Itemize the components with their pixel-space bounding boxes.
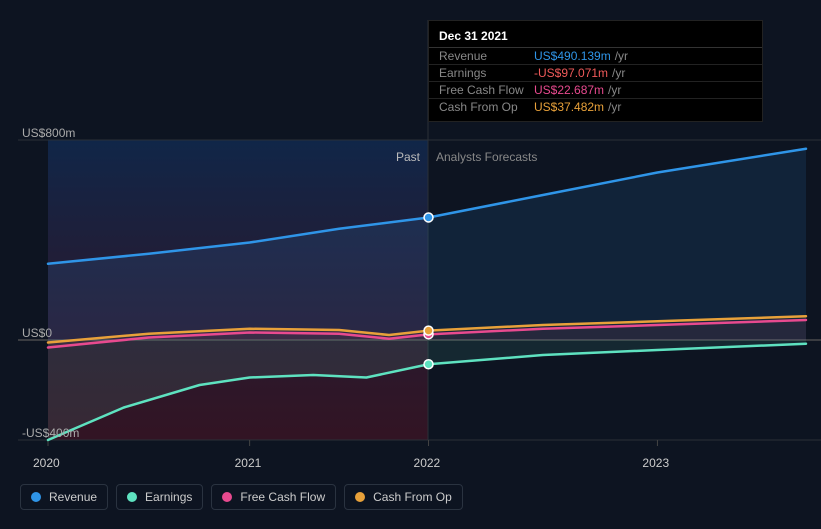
- x-axis-tick-label: 2022: [414, 456, 441, 470]
- x-axis-tick-label: 2023: [642, 456, 669, 470]
- tooltip-row-label: Earnings: [439, 66, 534, 80]
- chart-legend: Revenue Earnings Free Cash Flow Cash From O…: [20, 484, 463, 510]
- y-axis-tick-label: US$0: [22, 326, 52, 340]
- tooltip-date: Dec 31 2021: [429, 27, 762, 48]
- tooltip-row-value: US$22.687m: [534, 83, 604, 97]
- forecast-section-label: Analysts Forecasts: [436, 150, 537, 164]
- tooltip-row-unit: /yr: [608, 100, 621, 114]
- tooltip-row-value: US$37.482m: [534, 100, 604, 114]
- financial-chart: Dec 31 2021 RevenueUS$490.139m/yrEarning…: [0, 0, 821, 524]
- legend-item-label: Free Cash Flow: [240, 490, 325, 504]
- legend-item-label: Cash From Op: [373, 490, 452, 504]
- tooltip-row-label: Cash From Op: [439, 100, 534, 114]
- legend-item-revenue[interactable]: Revenue: [20, 484, 108, 510]
- tooltip-row: Earnings-US$97.071m/yr: [429, 65, 762, 82]
- legend-item-label: Revenue: [49, 490, 97, 504]
- legend-item-label: Earnings: [145, 490, 192, 504]
- y-axis-tick-label: US$800m: [22, 126, 75, 140]
- tooltip-row: Cash From OpUS$37.482m/yr: [429, 99, 762, 115]
- legend-item-fcf[interactable]: Free Cash Flow: [211, 484, 336, 510]
- tooltip-row: RevenueUS$490.139m/yr: [429, 48, 762, 65]
- x-axis-tick-label: 2021: [235, 456, 262, 470]
- legend-swatch-icon: [127, 492, 137, 502]
- tooltip-row: Free Cash FlowUS$22.687m/yr: [429, 82, 762, 99]
- tooltip-row-unit: /yr: [615, 49, 628, 63]
- tooltip-row-label: Revenue: [439, 49, 534, 63]
- tooltip-row-unit: /yr: [608, 83, 621, 97]
- tooltip-row-label: Free Cash Flow: [439, 83, 534, 97]
- tooltip-row-unit: /yr: [612, 66, 625, 80]
- legend-swatch-icon: [355, 492, 365, 502]
- legend-swatch-icon: [31, 492, 41, 502]
- tooltip-row-value: US$490.139m: [534, 49, 611, 63]
- legend-swatch-icon: [222, 492, 232, 502]
- y-axis-tick-label: -US$400m: [22, 426, 79, 440]
- chart-tooltip: Dec 31 2021 RevenueUS$490.139m/yrEarning…: [428, 20, 763, 122]
- legend-item-earnings[interactable]: Earnings: [116, 484, 203, 510]
- legend-item-cfo[interactable]: Cash From Op: [344, 484, 463, 510]
- x-axis-tick-label: 2020: [33, 456, 60, 470]
- tooltip-row-value: -US$97.071m: [534, 66, 608, 80]
- past-section-label: Past: [396, 150, 420, 164]
